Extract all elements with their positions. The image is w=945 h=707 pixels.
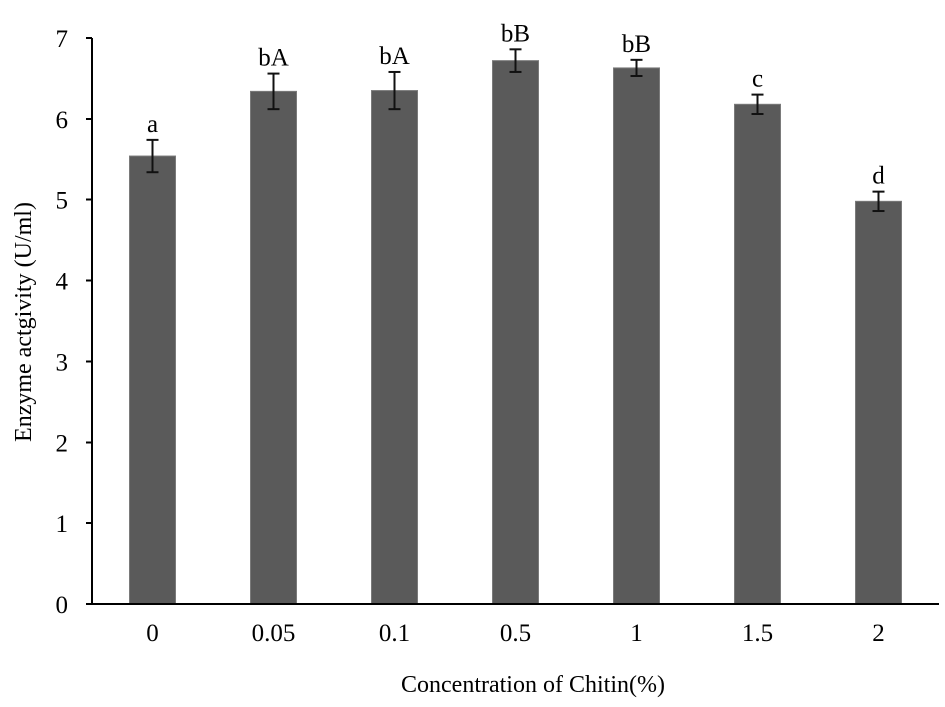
bar [734,103,781,605]
bar [855,200,902,605]
y-tick-label: 0 [56,592,69,619]
y-tick-label: 2 [56,430,69,457]
error-bars-group [146,48,885,213]
bar [250,90,297,605]
significance-label: bA [379,43,410,70]
significance-label: bB [622,31,651,58]
y-tick-label: 6 [56,107,69,134]
bar [371,90,418,605]
significance-label: a [147,111,158,138]
bar [492,60,539,605]
significance-labels-group: a bA bA bB bB c d [147,20,885,189]
significance-label: bA [258,45,289,72]
x-tick-label: 1 [630,620,643,647]
y-tick-label: 7 [56,26,69,53]
significance-label: c [752,66,763,93]
x-tick-label: 0.5 [500,620,531,647]
x-tick-label: 1.5 [742,620,773,647]
y-tick-label: 4 [56,269,69,296]
bars-group [129,60,902,605]
bar [613,67,660,605]
x-tick-label: 0.05 [252,620,296,647]
y-tick-label: 1 [56,511,69,538]
x-axis-ticks: 0 0.05 0.1 0.5 1 1.5 2 [146,620,885,647]
significance-label: d [872,163,885,190]
x-tick-label: 2 [872,620,885,647]
significance-label: bB [501,20,530,47]
x-tick-label: 0 [146,620,159,647]
y-axis-ticks: 0 1 2 3 4 5 6 7 [56,26,92,619]
bar [129,155,176,605]
y-tick-label: 3 [56,349,69,376]
x-tick-label: 0.1 [379,620,410,647]
y-axis-title: Enzyme actgivity (U/ml) [11,202,37,442]
x-axis-title: Concentration of Chitin(%) [401,672,665,698]
y-tick-label: 5 [56,188,69,215]
